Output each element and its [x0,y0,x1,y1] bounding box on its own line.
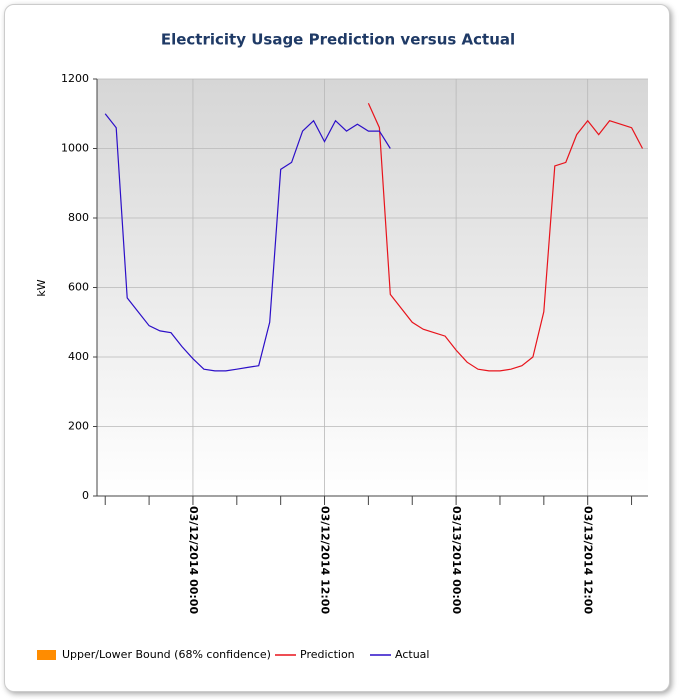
x-tick-label: 03/12/2014 00:00 [187,506,200,614]
y-tick-label: 200 [68,420,89,433]
y-tick-label: 600 [68,281,89,294]
legend-label: Prediction [300,648,355,661]
y-tick-label: 1000 [61,142,89,155]
legend-label: Actual [395,648,429,661]
series-line [104,113,391,372]
x-tick-label: 03/13/2014 12:00 [582,506,595,614]
y-tick-label: 400 [68,350,89,363]
legend-label: Upper/Lower Bound (68% confidence) [62,648,271,661]
y-axis-label: kW [35,279,48,296]
series-line [367,103,644,372]
x-tick-label: 03/13/2014 00:00 [450,506,463,614]
x-tick-label: 03/12/2014 12:00 [319,506,332,614]
y-tick-label: 800 [68,211,89,224]
y-tick-label: 1200 [61,72,89,85]
legend-swatch [37,650,56,660]
chart-title: Electricity Usage Prediction versus Actu… [161,31,515,49]
y-tick-label: 0 [82,489,89,502]
